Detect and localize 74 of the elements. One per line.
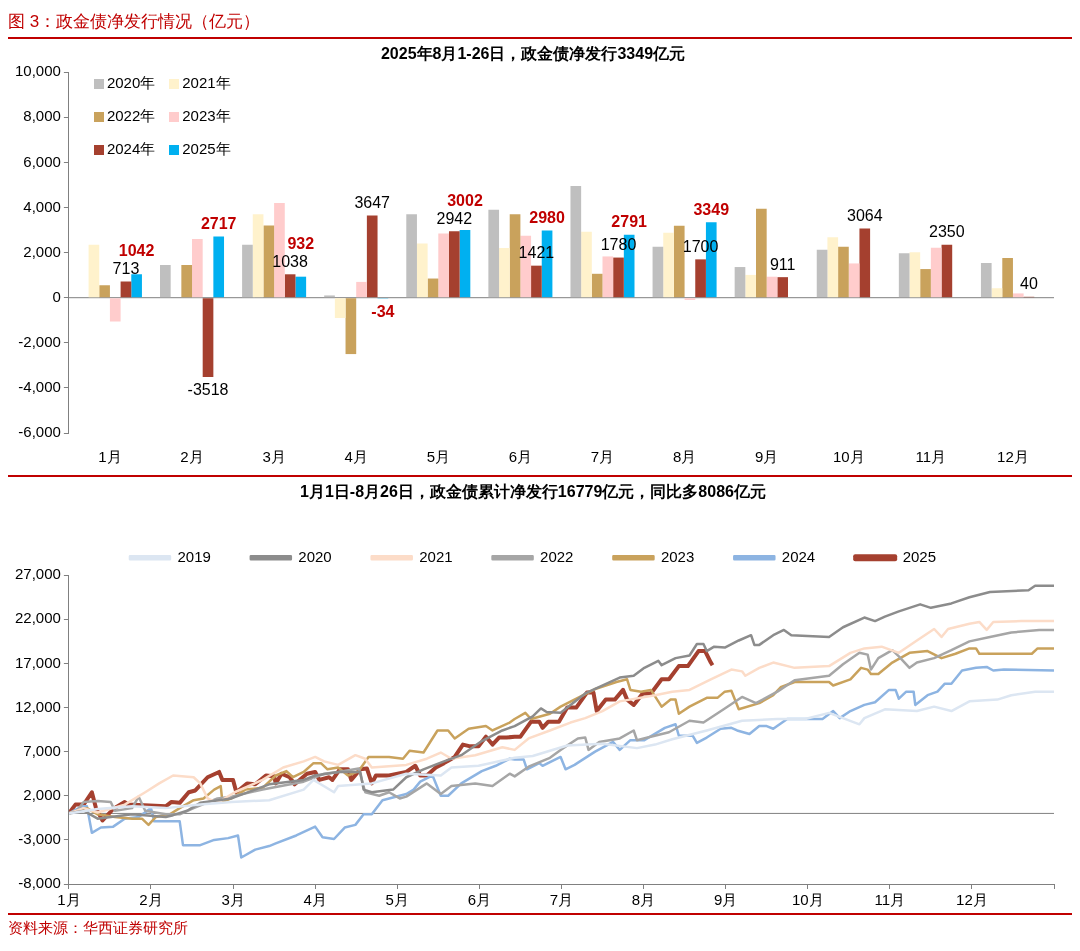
text: 资料来源：华西证券研究所 xyxy=(8,913,1072,938)
y-tick-label: 10,000 xyxy=(14,62,61,80)
chart-title: 2025年8月1-26日，政金债净发行3349亿元 xyxy=(380,45,686,63)
data-label: 2717 xyxy=(200,214,237,232)
x-tick-label: 6月 xyxy=(508,448,533,466)
legend-label: 2024 xyxy=(781,547,816,565)
data-label: 2980 xyxy=(529,208,565,226)
x-tick-label: 5月 xyxy=(385,891,409,909)
y-tick-label: 0 xyxy=(52,287,61,305)
chart-title: 1月1日-8月26日，政金债累计净发行16779亿元，同比多8086亿元 xyxy=(300,483,766,501)
x-tick-label: 3月 xyxy=(262,448,286,466)
x-tick-label: 11月 xyxy=(915,448,947,466)
data-label: 3349 xyxy=(693,200,730,218)
data-label: 3064 xyxy=(846,207,883,225)
y-tick-label: 2,000 xyxy=(23,785,61,803)
x-tick-label: 1月 xyxy=(98,448,122,466)
data-label: 3002 xyxy=(447,191,483,209)
data-label: 713 xyxy=(112,260,140,278)
x-tick-label: 10月 xyxy=(791,891,824,909)
x-tick-label: 10月 xyxy=(832,448,865,466)
legend-label: 2023 xyxy=(660,547,695,565)
y-tick-label: 7,000 xyxy=(23,741,61,759)
data-label: 911 xyxy=(769,255,796,273)
legend-label: 2020 xyxy=(298,547,332,565)
x-tick-label: 4月 xyxy=(303,891,327,909)
x-tick-label: 8月 xyxy=(631,891,656,909)
y-tick-label: 17,000 xyxy=(14,653,61,671)
legend-label: 2022 xyxy=(540,547,574,565)
y-tick-label: 27,000 xyxy=(14,565,61,583)
data-label: -3518 xyxy=(187,381,229,399)
y-tick-label: -4,000 xyxy=(18,378,61,396)
x-tick-label: 11月 xyxy=(874,891,906,909)
x-tick-label: 3月 xyxy=(221,891,245,909)
data-label: 3647 xyxy=(354,193,391,211)
legend-label: 2021 xyxy=(419,547,453,565)
x-tick-label: 2月 xyxy=(139,891,163,909)
data-label: 2350 xyxy=(929,223,965,241)
x-tick-label: 12月 xyxy=(956,891,988,909)
x-tick-label: 7月 xyxy=(549,891,574,909)
y-tick-label: 12,000 xyxy=(14,697,61,715)
legend-label: 2023年 xyxy=(182,107,231,127)
y-tick-label: -2,000 xyxy=(18,332,61,350)
y-tick-label: 2,000 xyxy=(23,242,61,260)
x-tick-label: 12月 xyxy=(997,448,1029,466)
caption: 图 3：政金债净发行情况（亿元） xyxy=(8,8,1072,39)
data-label: -34 xyxy=(371,302,395,320)
y-tick-label: 8,000 xyxy=(23,107,61,125)
y-tick-label: -3,000 xyxy=(18,830,61,848)
x-tick-label: 4月 xyxy=(344,448,368,466)
x-tick-label: 1月 xyxy=(57,891,81,909)
y-tick-label: -6,000 xyxy=(18,423,61,441)
x-tick-label: 9月 xyxy=(755,448,779,466)
x-tick-label: 2月 xyxy=(180,448,204,466)
data-label: 40 xyxy=(1020,275,1038,293)
x-tick-label: 7月 xyxy=(590,448,615,466)
y-tick-label: 22,000 xyxy=(14,609,61,627)
x-tick-label: 6月 xyxy=(467,891,492,909)
y-tick-label: 4,000 xyxy=(23,197,61,215)
legend-label: 2025 xyxy=(902,547,937,565)
x-tick-label: 9月 xyxy=(713,891,738,909)
x-tick-label: 8月 xyxy=(672,448,697,466)
x-tick-label: 5月 xyxy=(426,448,450,466)
data-label: 1042 xyxy=(118,242,155,260)
y-tick-label: 6,000 xyxy=(23,152,61,170)
legend-label: 2024年 xyxy=(106,140,156,160)
y-tick-label: -8,000 xyxy=(18,874,61,892)
data-label: 2942 xyxy=(436,209,473,227)
data-label: 932 xyxy=(287,234,315,252)
legend-label: 2019 xyxy=(177,547,211,565)
data-label: 2791 xyxy=(611,213,648,231)
legend-label: 2022年 xyxy=(106,107,156,127)
legend-label: 2020年 xyxy=(106,74,156,94)
legend-label: 2021年 xyxy=(182,74,231,94)
legend-label: 2025年 xyxy=(182,140,231,160)
